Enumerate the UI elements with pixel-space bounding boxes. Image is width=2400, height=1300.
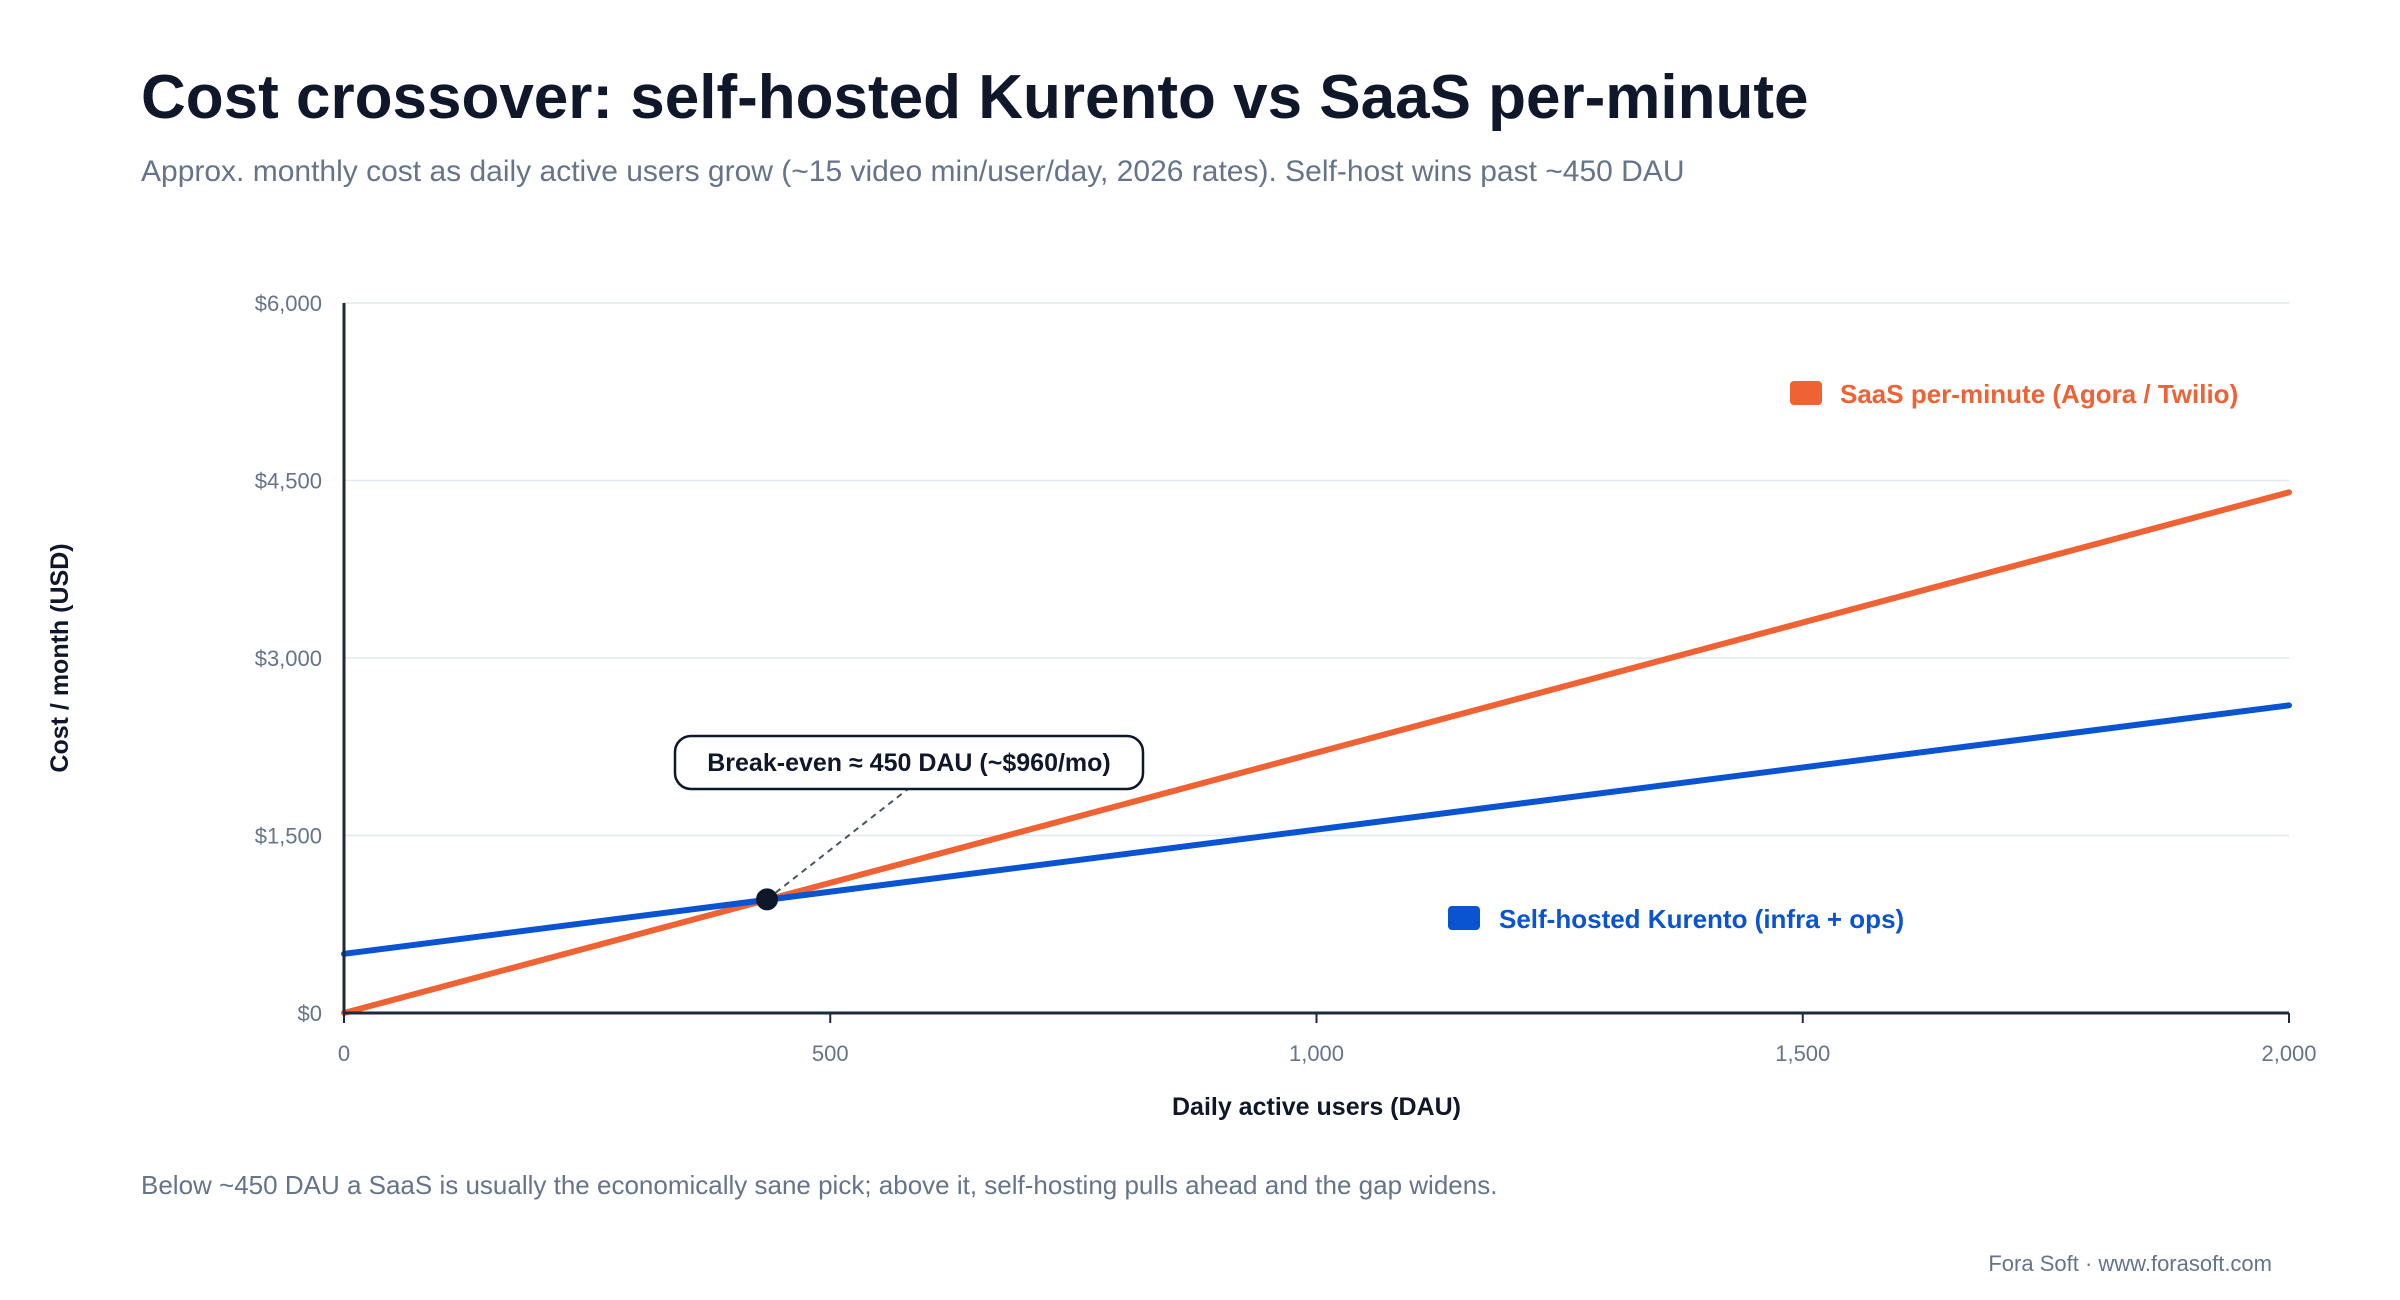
chart-subtitle: Approx. monthly cost as daily active use… <box>141 155 1685 188</box>
axis-ticks: 0 500 1,000 1,500 2,000 $0 $1,500 $3,000 $4,500 $… <box>255 291 2317 1066</box>
credit-line: Fora Soft · www.forasoft.com <box>1988 1251 2272 1276</box>
series-labels: SaaS per-minute (Agora / Twilio) Self-hos… <box>1448 379 2238 934</box>
y-tick-label: $3,000 <box>255 646 322 671</box>
x-tick-label: 1,000 <box>1289 1041 1344 1066</box>
annotation-leader-line <box>766 788 909 901</box>
break-even-annotation: Break-even ≈ 450 DAU (~$960/mo) <box>673 734 1145 911</box>
series-line <box>341 489 2292 1016</box>
y-tick-label: $1,500 <box>255 824 322 849</box>
chart-title: Cost crossover: self-hosted Kurento vs S… <box>141 63 1809 132</box>
x-axis-label: Daily active users (DAU) <box>1172 1093 1461 1121</box>
legend-swatch <box>1448 906 1480 930</box>
legend-label: SaaS per-minute (Agora / Twilio) <box>1840 379 2238 409</box>
y-tick-label: $6,000 <box>255 291 322 316</box>
y-tick-label: $4,500 <box>255 469 322 494</box>
y-axis-label: Cost / month (USD) <box>46 543 74 772</box>
x-tick-label: 1,500 <box>1775 1041 1830 1066</box>
legend-label: Self-hosted Kurento (infra + ops) <box>1499 904 1904 934</box>
grid-lines <box>344 302 2289 837</box>
x-tick-label: 500 <box>812 1041 849 1066</box>
legend-swatch <box>1790 381 1822 405</box>
footnote: Below ~450 DAU a SaaS is usually the eco… <box>141 1170 1498 1200</box>
series-lines <box>341 489 2292 1016</box>
annotation-label: Break-even ≈ 450 DAU (~$960/mo) <box>707 749 1111 777</box>
series-line <box>341 702 2292 957</box>
x-tick-label: 2,000 <box>2261 1041 2316 1066</box>
x-tick-label: 0 <box>338 1041 350 1066</box>
break-even-point <box>756 888 779 911</box>
y-tick-label: $0 <box>298 1001 322 1026</box>
annotation-box <box>673 734 1145 791</box>
